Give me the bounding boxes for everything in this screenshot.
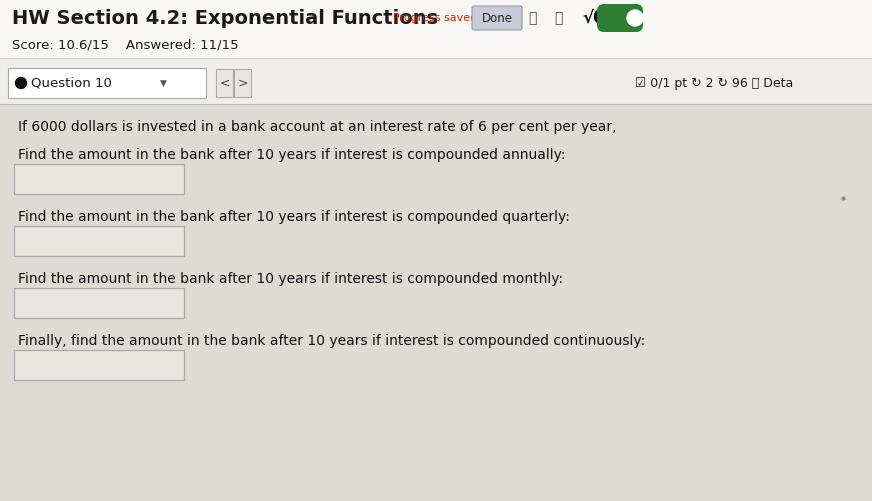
Bar	[14, 350, 184, 380]
Bar	[234, 69, 251, 97]
Text: 🖨: 🖨	[554, 11, 562, 25]
Text: 📄: 📄	[528, 11, 536, 25]
Bar	[14, 226, 184, 256]
Text: Find the amount in the bank after 10 years if interest is compounded quarterly:: Find the amount in the bank after 10 yea…	[18, 210, 570, 224]
Text: Finally, find the amount in the bank after 10 years if interest is compounded co: Finally, find the amount in the bank aft…	[18, 334, 645, 348]
Text: Find the amount in the bank after 10 years if interest is compounded monthly:: Find the amount in the bank after 10 yea…	[18, 272, 563, 286]
Text: Done: Done	[481, 12, 513, 25]
Bar	[0, 104, 872, 501]
FancyBboxPatch shape	[597, 4, 643, 32]
Bar	[0, 0, 872, 58]
Text: Progress saved: Progress saved	[393, 13, 477, 23]
Text: ▼: ▼	[160, 79, 167, 88]
Text: >: >	[237, 77, 248, 90]
Text: Score: 10.6/15    Answered: 11/15: Score: 10.6/15 Answered: 11/15	[12, 39, 239, 52]
Bar	[216, 69, 233, 97]
Circle shape	[16, 78, 26, 89]
Text: If 6000 dollars is invested in a bank account at an interest rate of 6 per cent : If 6000 dollars is invested in a bank ac…	[18, 120, 617, 134]
Text: HW Section 4.2: Exponential Functions: HW Section 4.2: Exponential Functions	[12, 9, 438, 28]
Bar	[14, 164, 184, 194]
Text: <: <	[219, 77, 229, 90]
Bar	[8, 68, 206, 98]
Text: Question 10: Question 10	[31, 77, 112, 90]
Circle shape	[627, 10, 643, 26]
FancyBboxPatch shape	[472, 6, 522, 30]
Text: √0: √0	[582, 9, 604, 27]
Bar	[14, 288, 184, 318]
Text: ☑ 0/1 pt ↻ 2 ↻ 96 ⓘ Deta: ☑ 0/1 pt ↻ 2 ↻ 96 ⓘ Deta	[635, 77, 794, 90]
Text: Find the amount in the bank after 10 years if interest is compounded annually:: Find the amount in the bank after 10 yea…	[18, 148, 566, 162]
